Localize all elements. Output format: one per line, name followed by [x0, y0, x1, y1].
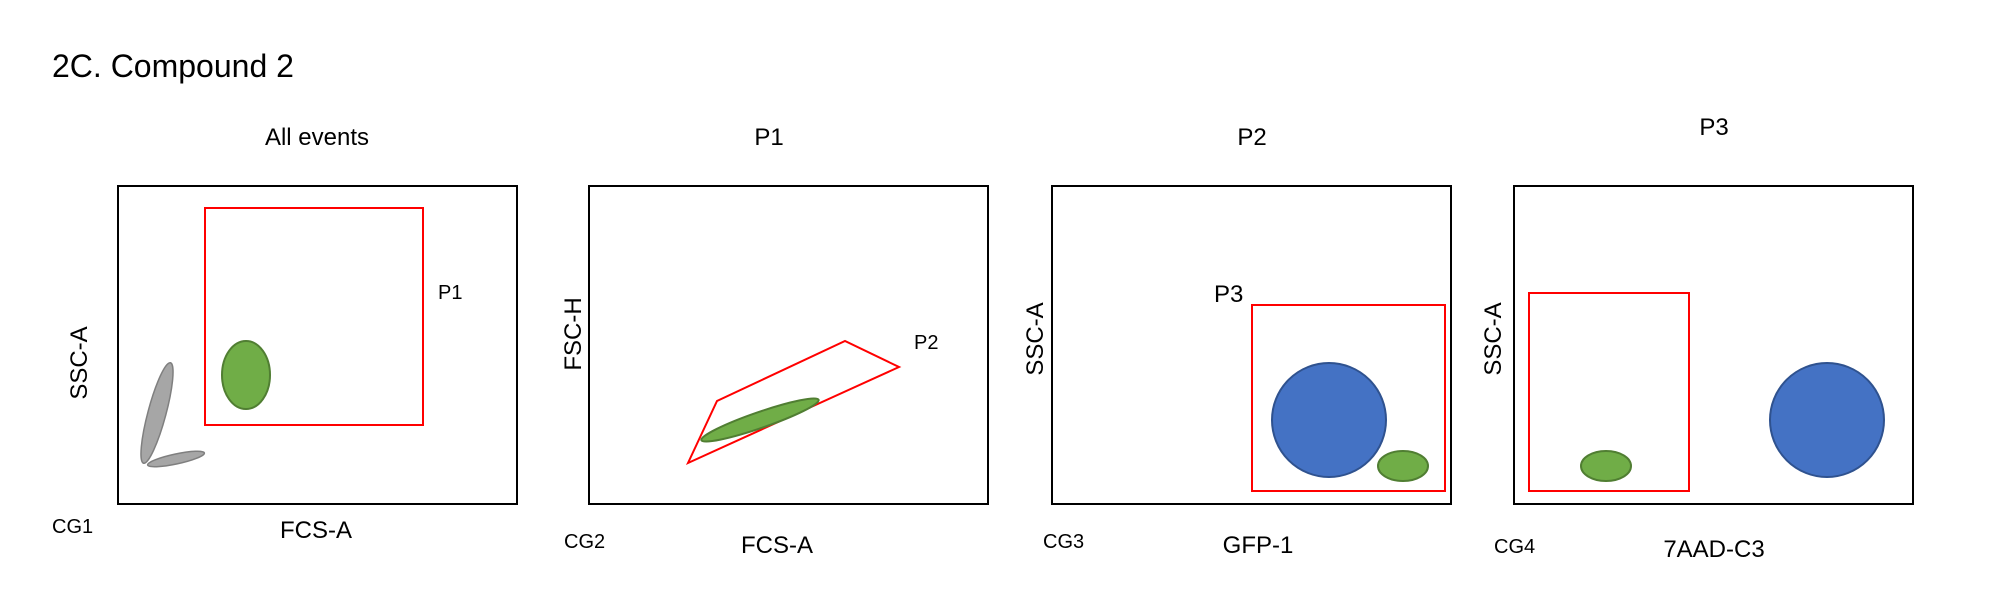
- x-axis-label: 7AAD-C3: [1663, 536, 1764, 563]
- blue-population: [1769, 362, 1885, 478]
- plot-frame: [117, 185, 518, 505]
- panel-title: P3: [1699, 114, 1728, 141]
- gate-label: P2: [914, 332, 938, 354]
- y-axis-label: SSC-A: [1480, 302, 1507, 375]
- panel-title: All events: [265, 124, 369, 151]
- corner-label: CG3: [1043, 531, 1084, 553]
- panel-p1: P1 P2 FCS-A FSC-H CG2: [560, 124, 989, 559]
- green-population: [1377, 450, 1429, 482]
- gate-label: P3: [1214, 281, 1243, 308]
- green-population: [1580, 450, 1632, 482]
- plot-frame: [1513, 185, 1914, 505]
- panel-p3: P3 7AAD-C3 SSC-A CG4: [1480, 114, 1914, 563]
- corner-label: CG4: [1494, 536, 1535, 558]
- blue-population: [1271, 362, 1387, 478]
- panel-title: P1: [754, 124, 783, 151]
- gate-p1: [204, 207, 424, 426]
- x-axis-label: FCS-A: [280, 517, 352, 544]
- y-axis-label: FSC-H: [560, 297, 587, 370]
- gate: [1528, 292, 1690, 492]
- green-population: [221, 340, 271, 410]
- green-population: [700, 397, 820, 443]
- corner-label: CG2: [564, 531, 605, 553]
- panel-p2: P2 P3 GFP-1 SSC-A CG3: [1022, 124, 1452, 559]
- gray-population: [146, 450, 206, 468]
- y-axis-label: SSC-A: [1022, 302, 1049, 375]
- y-axis-label: SSC-A: [66, 326, 93, 399]
- corner-label: CG1: [52, 516, 93, 538]
- gray-population: [140, 361, 174, 465]
- plot-frame: [588, 185, 989, 505]
- plot-frame: [1051, 185, 1452, 505]
- x-axis-label: GFP-1: [1223, 532, 1294, 559]
- gate-label: P1: [438, 282, 462, 304]
- gate-p3: [1251, 304, 1446, 492]
- panel-all-events: All events P1 FCS-A SSC-A CG1: [52, 124, 518, 544]
- x-axis-label: FCS-A: [741, 532, 813, 559]
- panel-title: P2: [1237, 124, 1266, 151]
- gate-p2: [685, 339, 902, 466]
- figure-title: 2C. Compound 2: [52, 48, 294, 84]
